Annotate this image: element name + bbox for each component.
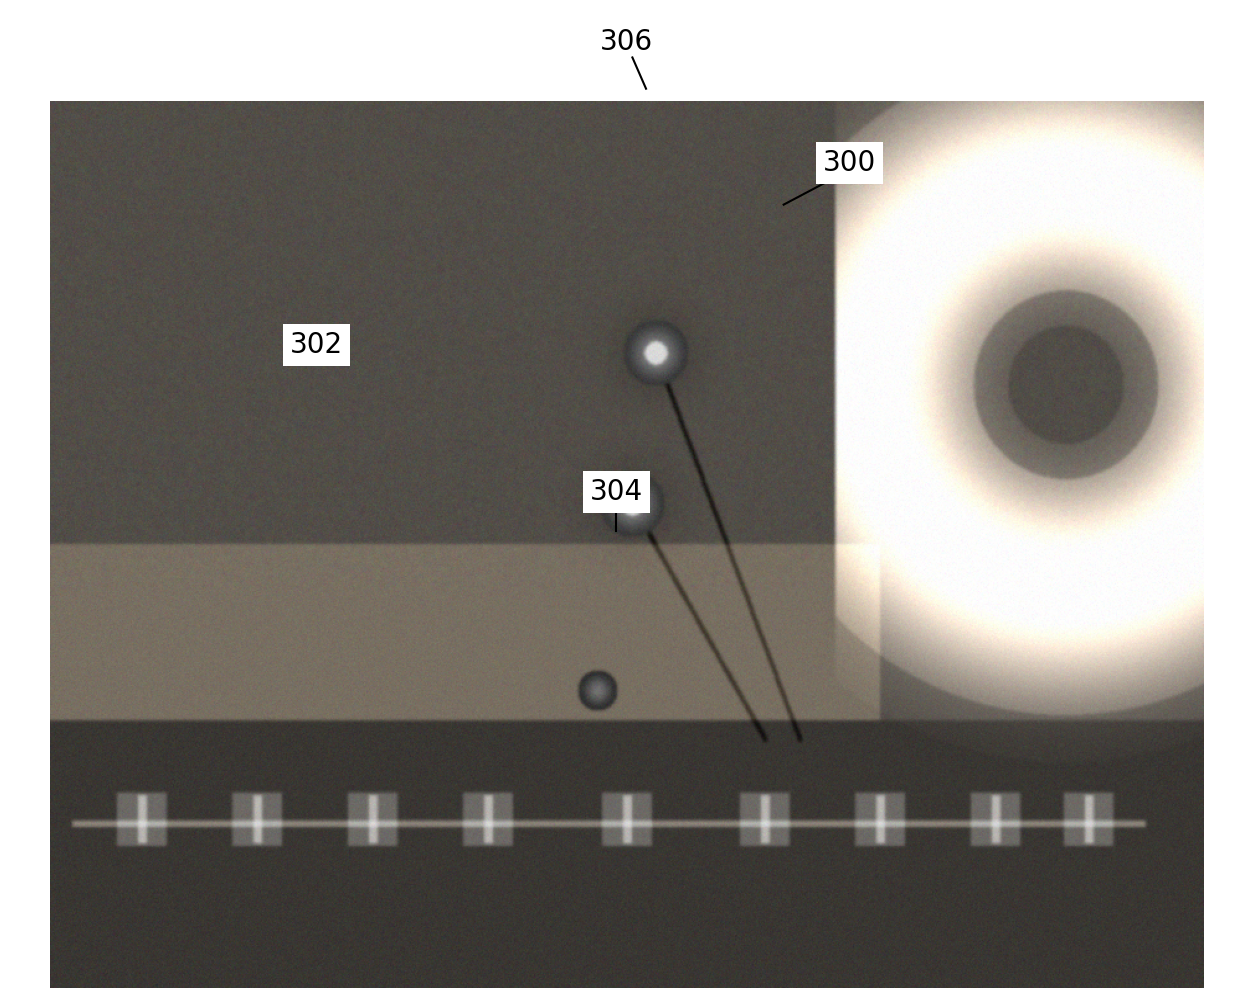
Text: 306: 306 bbox=[600, 28, 652, 56]
Text: 304: 304 bbox=[590, 478, 642, 506]
Text: 302: 302 bbox=[290, 331, 342, 359]
Text: 300: 300 bbox=[823, 149, 875, 177]
